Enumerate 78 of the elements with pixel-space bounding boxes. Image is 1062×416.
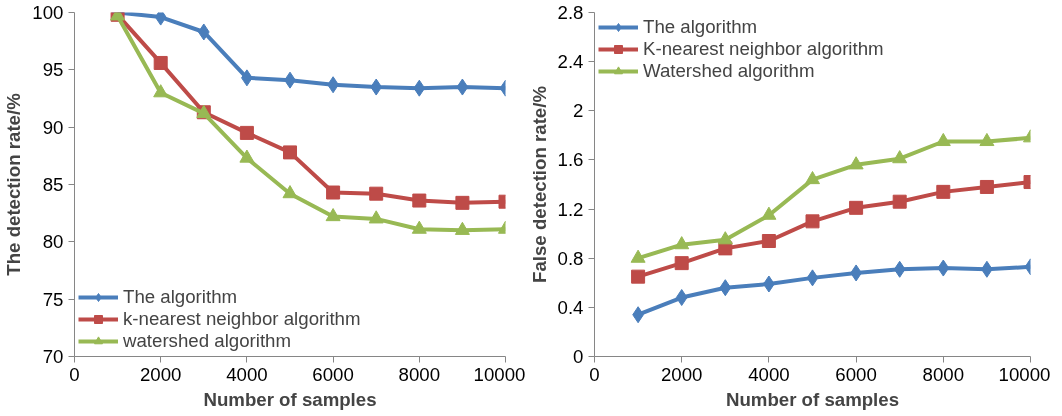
point (979, 132, 995, 147)
y-tick-label: 0.8 (557, 247, 584, 269)
point (239, 149, 255, 163)
y-tick-label: 85 (42, 174, 64, 195)
y-axis-title: False detection rate/% (528, 85, 550, 283)
y-tick-label: 100 (32, 2, 64, 23)
point (848, 156, 864, 170)
point (719, 279, 732, 297)
point (197, 23, 210, 41)
point (153, 55, 168, 70)
point (937, 259, 950, 277)
x-tick-label: 2000 (660, 363, 703, 385)
y-tick-label: 2 (573, 100, 584, 122)
point (455, 195, 470, 210)
point (456, 78, 469, 96)
point (674, 236, 690, 250)
y-tick-label: 80 (42, 231, 64, 253)
point (805, 214, 820, 229)
x-tick-label: 10000 (473, 363, 526, 385)
y-tick-label: 1.6 (557, 149, 584, 171)
x-tick-label: 2000 (139, 363, 182, 385)
point (368, 210, 384, 224)
point (411, 220, 427, 234)
point (153, 84, 169, 98)
point (892, 194, 907, 209)
point (412, 193, 427, 208)
point (154, 12, 167, 26)
point (675, 289, 688, 307)
x-tick-label: 8000 (398, 363, 441, 385)
point (761, 206, 777, 220)
point (454, 221, 470, 235)
y-tick-label: 90 (42, 116, 64, 138)
point (936, 184, 951, 199)
legend-label: Watershed algorithm (643, 60, 815, 82)
point (282, 185, 298, 199)
x-tick-label: 8000 (922, 363, 965, 385)
legend-label: The algorithm (123, 286, 238, 308)
y-tick-label: 2.8 (557, 2, 584, 23)
x-tick-label: 6000 (835, 363, 877, 385)
point (630, 249, 646, 263)
x-tick-label: 4000 (226, 363, 268, 385)
point (935, 132, 951, 147)
y-tick-label: 0.4 (557, 296, 584, 318)
point (892, 150, 908, 164)
point (805, 171, 820, 185)
y-tick-label: 2.4 (557, 51, 584, 73)
point (849, 200, 864, 215)
point (370, 78, 383, 96)
x-tick-label: 4000 (748, 363, 790, 385)
y-tick-label: 0 (573, 346, 584, 367)
point (717, 231, 733, 245)
x-axis-title: Number of samples (725, 388, 900, 410)
y-tick-label: 70 (42, 346, 64, 367)
legend-label: The algorithm (643, 16, 758, 38)
legend-label: K-nearest neighbor algorithm (643, 38, 884, 60)
y-tick-label: 95 (42, 59, 64, 81)
point (631, 269, 646, 284)
point (979, 179, 994, 194)
y-tick-label: 75 (42, 288, 64, 310)
x-tick-label: 0 (69, 363, 80, 385)
point (761, 234, 776, 249)
point (239, 125, 254, 140)
legend-label: k-nearest neighbor algorithm (123, 308, 361, 330)
y-axis-title: The detection rate/% (3, 92, 25, 276)
x-tick-label: 6000 (312, 363, 354, 385)
x-tick-label: 0 (589, 363, 600, 385)
point (326, 185, 341, 200)
point (413, 79, 426, 97)
legend-label: watershed algorithm (123, 330, 291, 352)
point (806, 269, 819, 287)
x-axis-title: Number of samples (203, 388, 377, 410)
y-tick-label: 1.2 (557, 198, 584, 220)
x-tick-label: 10000 (998, 363, 1051, 385)
point (325, 208, 341, 222)
point (674, 256, 689, 271)
point (283, 145, 297, 160)
point (369, 186, 384, 201)
point (893, 260, 906, 278)
